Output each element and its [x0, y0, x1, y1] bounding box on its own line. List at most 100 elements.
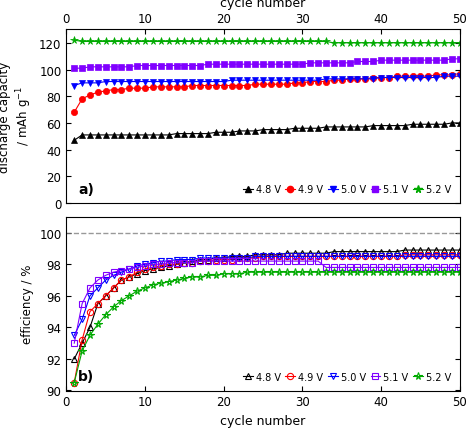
4.8 V	[158, 133, 164, 138]
5.0 V	[127, 80, 132, 85]
4.9 V	[426, 253, 431, 258]
4.8 V	[95, 301, 100, 306]
4.9 V	[347, 254, 353, 260]
Line: 5.0 V: 5.0 V	[71, 74, 463, 89]
5.0 V	[418, 76, 423, 81]
5.2 V	[221, 40, 227, 45]
5.1 V	[87, 286, 93, 291]
5.0 V	[331, 254, 337, 260]
4.9 V	[166, 262, 172, 267]
5.2 V	[79, 349, 85, 354]
5.0 V	[441, 74, 447, 79]
5.0 V	[142, 80, 148, 85]
5.2 V	[134, 40, 140, 45]
5.2 V	[205, 273, 211, 278]
4.8 V	[118, 133, 124, 138]
4.9 V	[173, 85, 179, 90]
4.9 V	[134, 86, 140, 92]
5.2 V	[410, 41, 415, 46]
4.8 V	[292, 126, 297, 132]
5.1 V	[150, 262, 156, 267]
4.8 V	[213, 256, 219, 261]
4.9 V	[205, 259, 211, 264]
4.8 V	[433, 122, 439, 128]
5.2 V	[347, 41, 353, 46]
4.9 V	[150, 85, 156, 90]
5.1 V	[276, 259, 282, 264]
5.2 V	[394, 41, 400, 46]
4.9 V	[323, 80, 329, 85]
4.8 V	[182, 132, 187, 137]
5.1 V	[386, 59, 392, 64]
4.9 V	[284, 82, 290, 88]
5.1 V	[72, 66, 77, 72]
4.9 V	[378, 76, 384, 81]
5.0 V	[150, 260, 156, 266]
5.2 V	[402, 270, 408, 275]
4.8 V	[150, 267, 156, 272]
5.0 V	[402, 254, 408, 260]
Line: 4.9 V: 4.9 V	[71, 252, 463, 386]
5.1 V	[276, 62, 282, 68]
5.2 V	[111, 305, 117, 310]
4.8 V	[173, 262, 179, 267]
5.2 V	[339, 41, 345, 46]
5.0 V	[363, 77, 368, 82]
4.9 V	[378, 254, 384, 260]
4.9 V	[426, 74, 431, 79]
4.9 V	[284, 254, 290, 260]
5.2 V	[134, 289, 140, 294]
4.8 V	[394, 250, 400, 255]
5.1 V	[79, 301, 85, 306]
5.2 V	[95, 40, 100, 45]
5.0 V	[276, 254, 282, 260]
5.0 V	[205, 256, 211, 261]
4.8 V	[426, 122, 431, 128]
5.1 V	[87, 65, 93, 70]
5.0 V	[323, 77, 329, 82]
4.9 V	[402, 74, 408, 79]
5.0 V	[111, 80, 117, 85]
5.0 V	[323, 254, 329, 260]
5.1 V	[229, 62, 235, 68]
Y-axis label: discharge capacity
 / mAh g$^{-1}$: discharge capacity / mAh g$^{-1}$	[0, 62, 34, 172]
5.1 V	[284, 259, 290, 264]
4.8 V	[308, 126, 313, 132]
5.2 V	[268, 270, 274, 275]
5.1 V	[166, 64, 172, 69]
5.0 V	[252, 254, 258, 260]
Line: 5.2 V: 5.2 V	[71, 269, 464, 387]
4.8 V	[300, 126, 305, 132]
5.2 V	[190, 40, 195, 45]
4.9 V	[190, 84, 195, 89]
4.8 V	[276, 253, 282, 258]
4.9 V	[276, 254, 282, 260]
5.1 V	[418, 265, 423, 270]
4.9 V	[103, 293, 109, 299]
5.2 V	[315, 40, 321, 45]
5.0 V	[134, 80, 140, 85]
4.9 V	[134, 270, 140, 275]
X-axis label: cycle number: cycle number	[220, 0, 306, 10]
4.9 V	[386, 254, 392, 260]
4.9 V	[182, 85, 187, 90]
5.1 V	[127, 65, 132, 70]
4.9 V	[292, 254, 297, 260]
4.8 V	[134, 133, 140, 138]
4.9 V	[260, 82, 266, 88]
5.2 V	[221, 272, 227, 277]
4.8 V	[284, 251, 290, 256]
5.1 V	[449, 57, 455, 62]
5.1 V	[173, 260, 179, 266]
5.2 V	[260, 40, 266, 45]
5.0 V	[79, 81, 85, 86]
5.0 V	[95, 286, 100, 291]
5.0 V	[79, 317, 85, 322]
4.9 V	[418, 74, 423, 79]
4.9 V	[158, 85, 164, 90]
5.2 V	[394, 270, 400, 275]
5.0 V	[449, 254, 455, 260]
5.1 V	[103, 65, 109, 70]
5.2 V	[315, 270, 321, 275]
5.1 V	[457, 57, 463, 62]
